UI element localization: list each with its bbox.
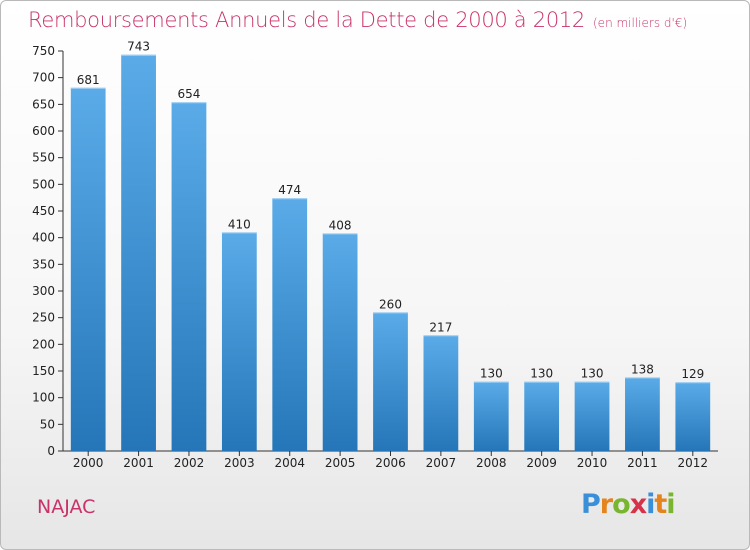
logo-letter: o bbox=[612, 489, 631, 520]
y-tick-label: 600 bbox=[32, 124, 55, 138]
x-tick-label: 2007 bbox=[426, 456, 457, 470]
bar-2003 bbox=[221, 232, 257, 451]
x-tick-label: 2000 bbox=[73, 456, 104, 470]
x-tick-label: 2001 bbox=[123, 456, 154, 470]
y-tick-label: 150 bbox=[32, 364, 55, 378]
logo-letter: r bbox=[599, 489, 613, 520]
y-tick-label: 700 bbox=[32, 71, 55, 85]
bar-value-label: 129 bbox=[681, 367, 704, 381]
logo-letter: t bbox=[654, 489, 667, 520]
bar-value-label: 681 bbox=[77, 73, 100, 87]
bar-2012 bbox=[675, 382, 711, 451]
bar-value-label: 743 bbox=[127, 40, 150, 54]
bar-2008 bbox=[473, 381, 509, 451]
bar-2006 bbox=[373, 312, 408, 451]
bar-value-label: 130 bbox=[530, 367, 553, 381]
x-tick-label: 2005 bbox=[325, 456, 356, 470]
bar-2005 bbox=[322, 233, 358, 451]
y-tick-label: 350 bbox=[32, 257, 55, 271]
x-tick-label: 2008 bbox=[476, 456, 507, 470]
bar-value-label: 217 bbox=[429, 320, 452, 334]
bar-2007 bbox=[423, 335, 459, 451]
logo-letter: i bbox=[666, 489, 675, 520]
bar-value-label: 654 bbox=[178, 87, 201, 101]
y-tick-label: 500 bbox=[32, 177, 55, 191]
proxiti-logo: Proxiti bbox=[581, 489, 676, 520]
y-tick-label: 250 bbox=[32, 311, 55, 325]
chart-title: Remboursements Annuels de la Dette de 20… bbox=[28, 8, 687, 32]
y-tick-label: 650 bbox=[32, 97, 55, 111]
chart-title-text: Remboursements Annuels de la Dette de 20… bbox=[28, 8, 585, 32]
chart-unit-note: (en milliers d'€) bbox=[593, 16, 688, 30]
y-tick-label: 300 bbox=[32, 284, 55, 298]
bar-value-label: 474 bbox=[278, 183, 301, 197]
logo-letter: x bbox=[629, 489, 647, 520]
x-tick-label: 2003 bbox=[224, 456, 255, 470]
logo-letter: P bbox=[581, 489, 601, 520]
bar-2001 bbox=[121, 54, 156, 451]
x-tick-label: 2006 bbox=[375, 456, 406, 470]
x-tick-label: 2010 bbox=[577, 456, 608, 470]
town-name: NAJAC bbox=[37, 496, 96, 518]
bar-value-label: 410 bbox=[228, 217, 251, 231]
bar-2002 bbox=[171, 102, 207, 451]
bar-value-label: 138 bbox=[631, 362, 654, 376]
bar-2010 bbox=[574, 381, 610, 451]
y-tick-label: 200 bbox=[32, 337, 55, 351]
bar-2004 bbox=[272, 198, 308, 451]
x-tick-label: 2002 bbox=[174, 456, 205, 470]
y-tick-label: 100 bbox=[32, 391, 55, 405]
bar-value-label: 130 bbox=[480, 367, 503, 381]
bar-2009 bbox=[524, 381, 560, 451]
bar-value-label: 130 bbox=[581, 367, 604, 381]
x-tick-label: 2011 bbox=[627, 456, 658, 470]
y-tick-label: 550 bbox=[32, 151, 55, 165]
y-tick-label: 50 bbox=[40, 417, 55, 431]
y-tick-label: 0 bbox=[47, 444, 55, 458]
y-axis: 0 50 100 150 200 250 300 350 400 450 500 550 600 650 7… bbox=[32, 44, 64, 458]
bar-value-label: 408 bbox=[329, 218, 352, 232]
bar-value-label: 260 bbox=[379, 297, 402, 311]
x-tick-label: 2004 bbox=[274, 456, 305, 470]
x-tick-label: 2009 bbox=[526, 456, 557, 470]
bar-2000 bbox=[70, 87, 106, 452]
y-tick-label: 450 bbox=[32, 204, 55, 218]
logo-letter: i bbox=[646, 489, 655, 520]
x-axis: 2000 2001 2002 2003 2004 2005 2006 2007 2008 2009… bbox=[63, 450, 718, 470]
y-tick-label: 400 bbox=[32, 231, 55, 245]
bars: 681 743 654 410 474 408 260 217 130 130 130 138 129 bbox=[70, 40, 711, 452]
y-tick-label: 750 bbox=[32, 44, 55, 58]
bar-2011 bbox=[625, 377, 660, 451]
x-tick-label: 2012 bbox=[678, 456, 709, 470]
